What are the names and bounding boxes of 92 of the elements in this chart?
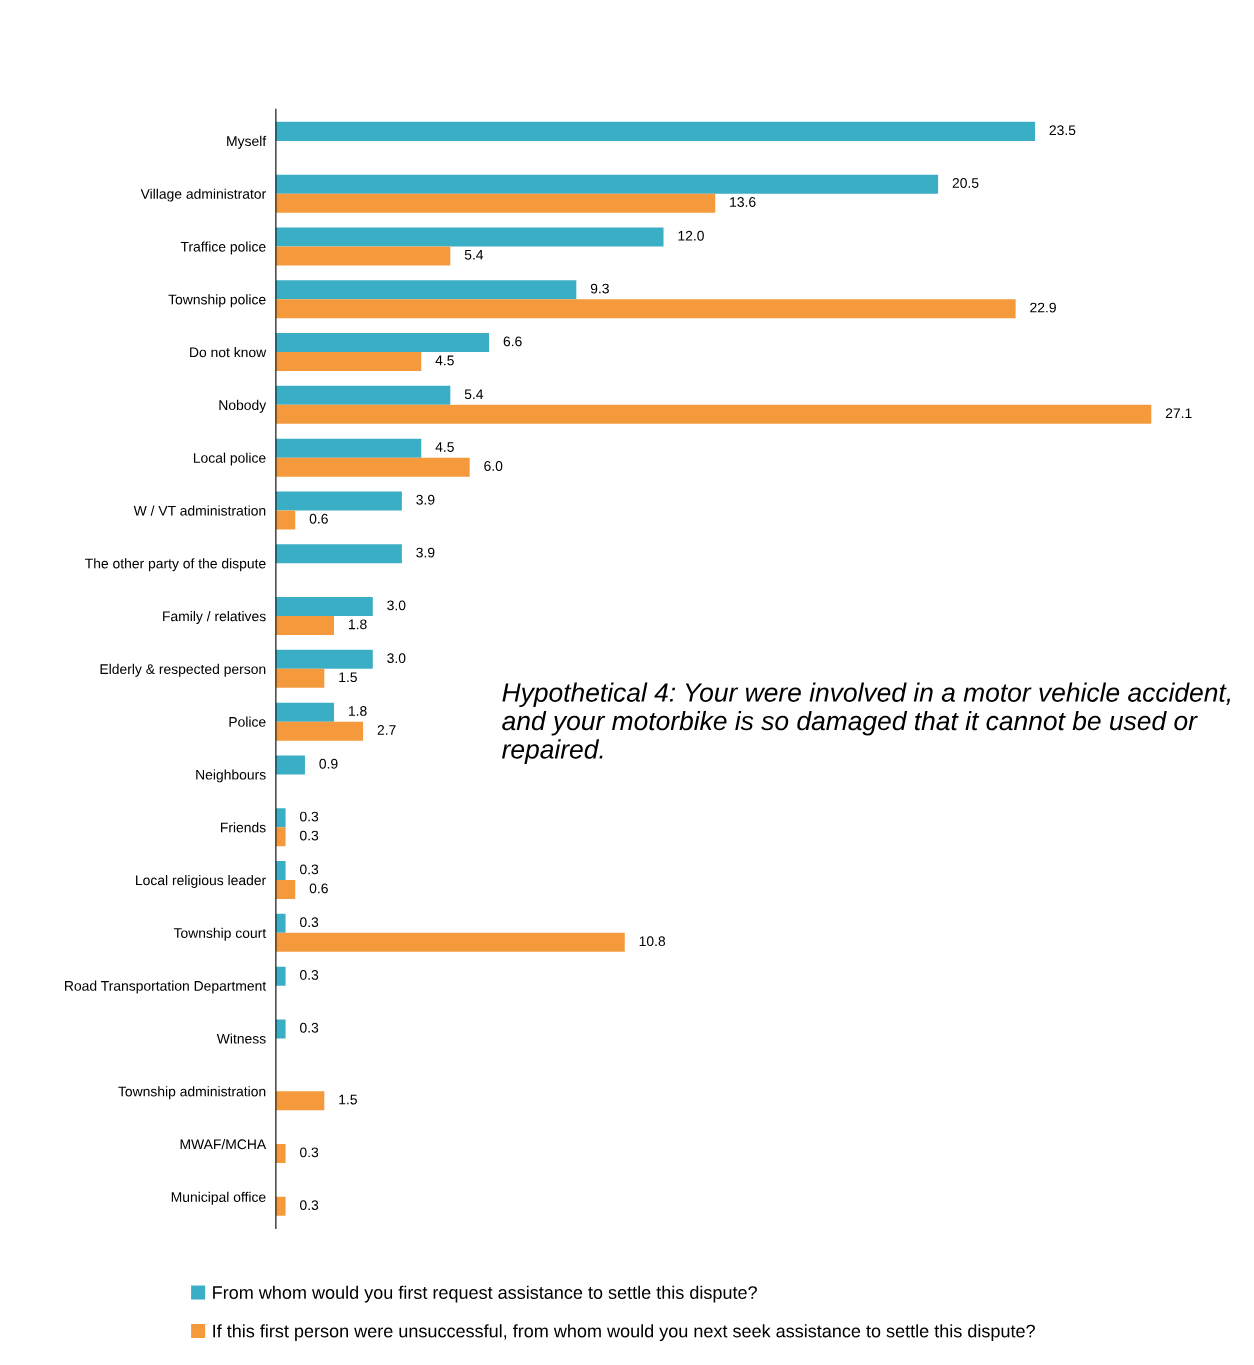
bar: [275, 227, 664, 247]
data-label: 0.9: [319, 758, 338, 769]
annotation: Hypothetical 4: Your were involved in a motor vehicle accident, and your motorbike is so damaged that it cannot be used or repaired.: [502, 682, 1231, 764]
y-tick-label: W / VT administration: [133, 505, 266, 516]
data-label: 10.8: [639, 936, 666, 947]
data-label: 0.3: [300, 1200, 319, 1211]
bar: [275, 1091, 325, 1111]
bar: [275, 827, 286, 847]
bar: [275, 702, 335, 722]
data-label: 6.0: [484, 461, 503, 471]
data-label: 3.9: [416, 547, 435, 558]
data-label: 5.4: [464, 389, 484, 400]
bar: [275, 510, 296, 530]
data-label: 0.3: [300, 811, 319, 822]
bar: [275, 280, 577, 300]
y-tick-label: Do not know: [190, 347, 267, 358]
bar: [275, 649, 373, 669]
y-tick-label: Nobody: [219, 399, 267, 413]
bar: [275, 932, 625, 952]
y-tick-label: Family / relatives: [163, 611, 266, 624]
y-tick-label: Traffice police: [180, 241, 266, 255]
data-label: 1.5: [339, 1094, 357, 1105]
y-tick-label: The other party of the dispute: [85, 558, 266, 572]
y-tick-label: Neighbours: [196, 769, 266, 783]
data-label: 0.3: [300, 1147, 319, 1158]
data-label: 1.8: [348, 619, 367, 630]
bar: [275, 913, 286, 933]
y-tick-label: Local police: [193, 452, 266, 466]
data-label: 4.5: [435, 355, 454, 366]
data-label: 23.5: [1049, 125, 1076, 136]
bar: [275, 299, 1016, 319]
data-label: 3.0: [387, 653, 406, 664]
y-tick-label: Village administrator: [140, 188, 266, 202]
bar: [275, 544, 402, 564]
y-tick-label: Elderly & respected person: [100, 663, 266, 677]
bar: [275, 404, 1152, 424]
bar: [275, 1144, 286, 1164]
y-tick-label: Police: [229, 716, 266, 727]
legend-label: From whom would you first request assistance to settle this dispute?: [213, 1285, 757, 1303]
bar: [275, 668, 325, 688]
y-tick-label: Friends: [220, 822, 266, 833]
bar: [275, 333, 490, 353]
data-label: 2.7: [377, 725, 396, 735]
data-label: 12.0: [678, 230, 704, 241]
bar: [275, 352, 422, 372]
y-tick-label: Local religious leader: [136, 875, 266, 888]
y-tick-label: Witness: [216, 1033, 266, 1044]
bar: [275, 861, 286, 881]
data-label: 4.5: [435, 442, 454, 452]
y-tick-label: Township police: [168, 294, 266, 308]
bar: [275, 755, 305, 775]
data-label: 20.5: [952, 178, 979, 188]
bar: [275, 457, 470, 477]
bar: [275, 1196, 286, 1216]
data-label: 27.1: [1165, 408, 1192, 418]
legend-label: If this first person were unsuccessful, from whom would you next seek assistance to settle this dispute?: [213, 1324, 1035, 1342]
data-label: 0.3: [300, 864, 319, 875]
data-label: 1.8: [348, 706, 367, 716]
bar: [275, 121, 1036, 141]
data-label: 9.3: [590, 283, 609, 294]
bar: [275, 385, 451, 405]
bar: [275, 808, 286, 828]
y-tick-label: Municipal office: [171, 1191, 266, 1205]
data-label: 0.6: [309, 883, 328, 894]
y-tick-label: Road Transportation Department: [65, 980, 267, 994]
y-tick-label: MWAF/MCHA: [180, 1138, 267, 1150]
data-label: 0.3: [300, 830, 319, 841]
bar: [275, 597, 373, 617]
bar: [275, 246, 451, 266]
data-label: 13.6: [730, 197, 756, 207]
bar: [275, 721, 364, 741]
data-label: 3.0: [387, 600, 406, 611]
bar: [275, 880, 296, 900]
bar: [275, 193, 716, 213]
data-label: 0.3: [300, 1022, 319, 1033]
data-label: 22.9: [1030, 302, 1056, 313]
bar: [275, 174, 939, 194]
data-label: 0.3: [300, 970, 319, 980]
bar: [275, 966, 286, 986]
data-label: 6.6: [503, 336, 522, 347]
data-label: 3.9: [416, 494, 435, 505]
bar: [275, 491, 402, 511]
data-label: 0.3: [300, 917, 319, 928]
y-tick-label: Township court: [173, 927, 267, 941]
bar: [275, 438, 422, 458]
data-label: 5.4: [464, 250, 484, 260]
y-tick-label: Myself: [227, 135, 267, 149]
data-label: 0.6: [309, 513, 328, 524]
bar: [275, 1019, 286, 1039]
data-label: 1.5: [339, 672, 357, 683]
bar: [275, 616, 335, 636]
y-tick-label: Township administration: [118, 1086, 266, 1100]
